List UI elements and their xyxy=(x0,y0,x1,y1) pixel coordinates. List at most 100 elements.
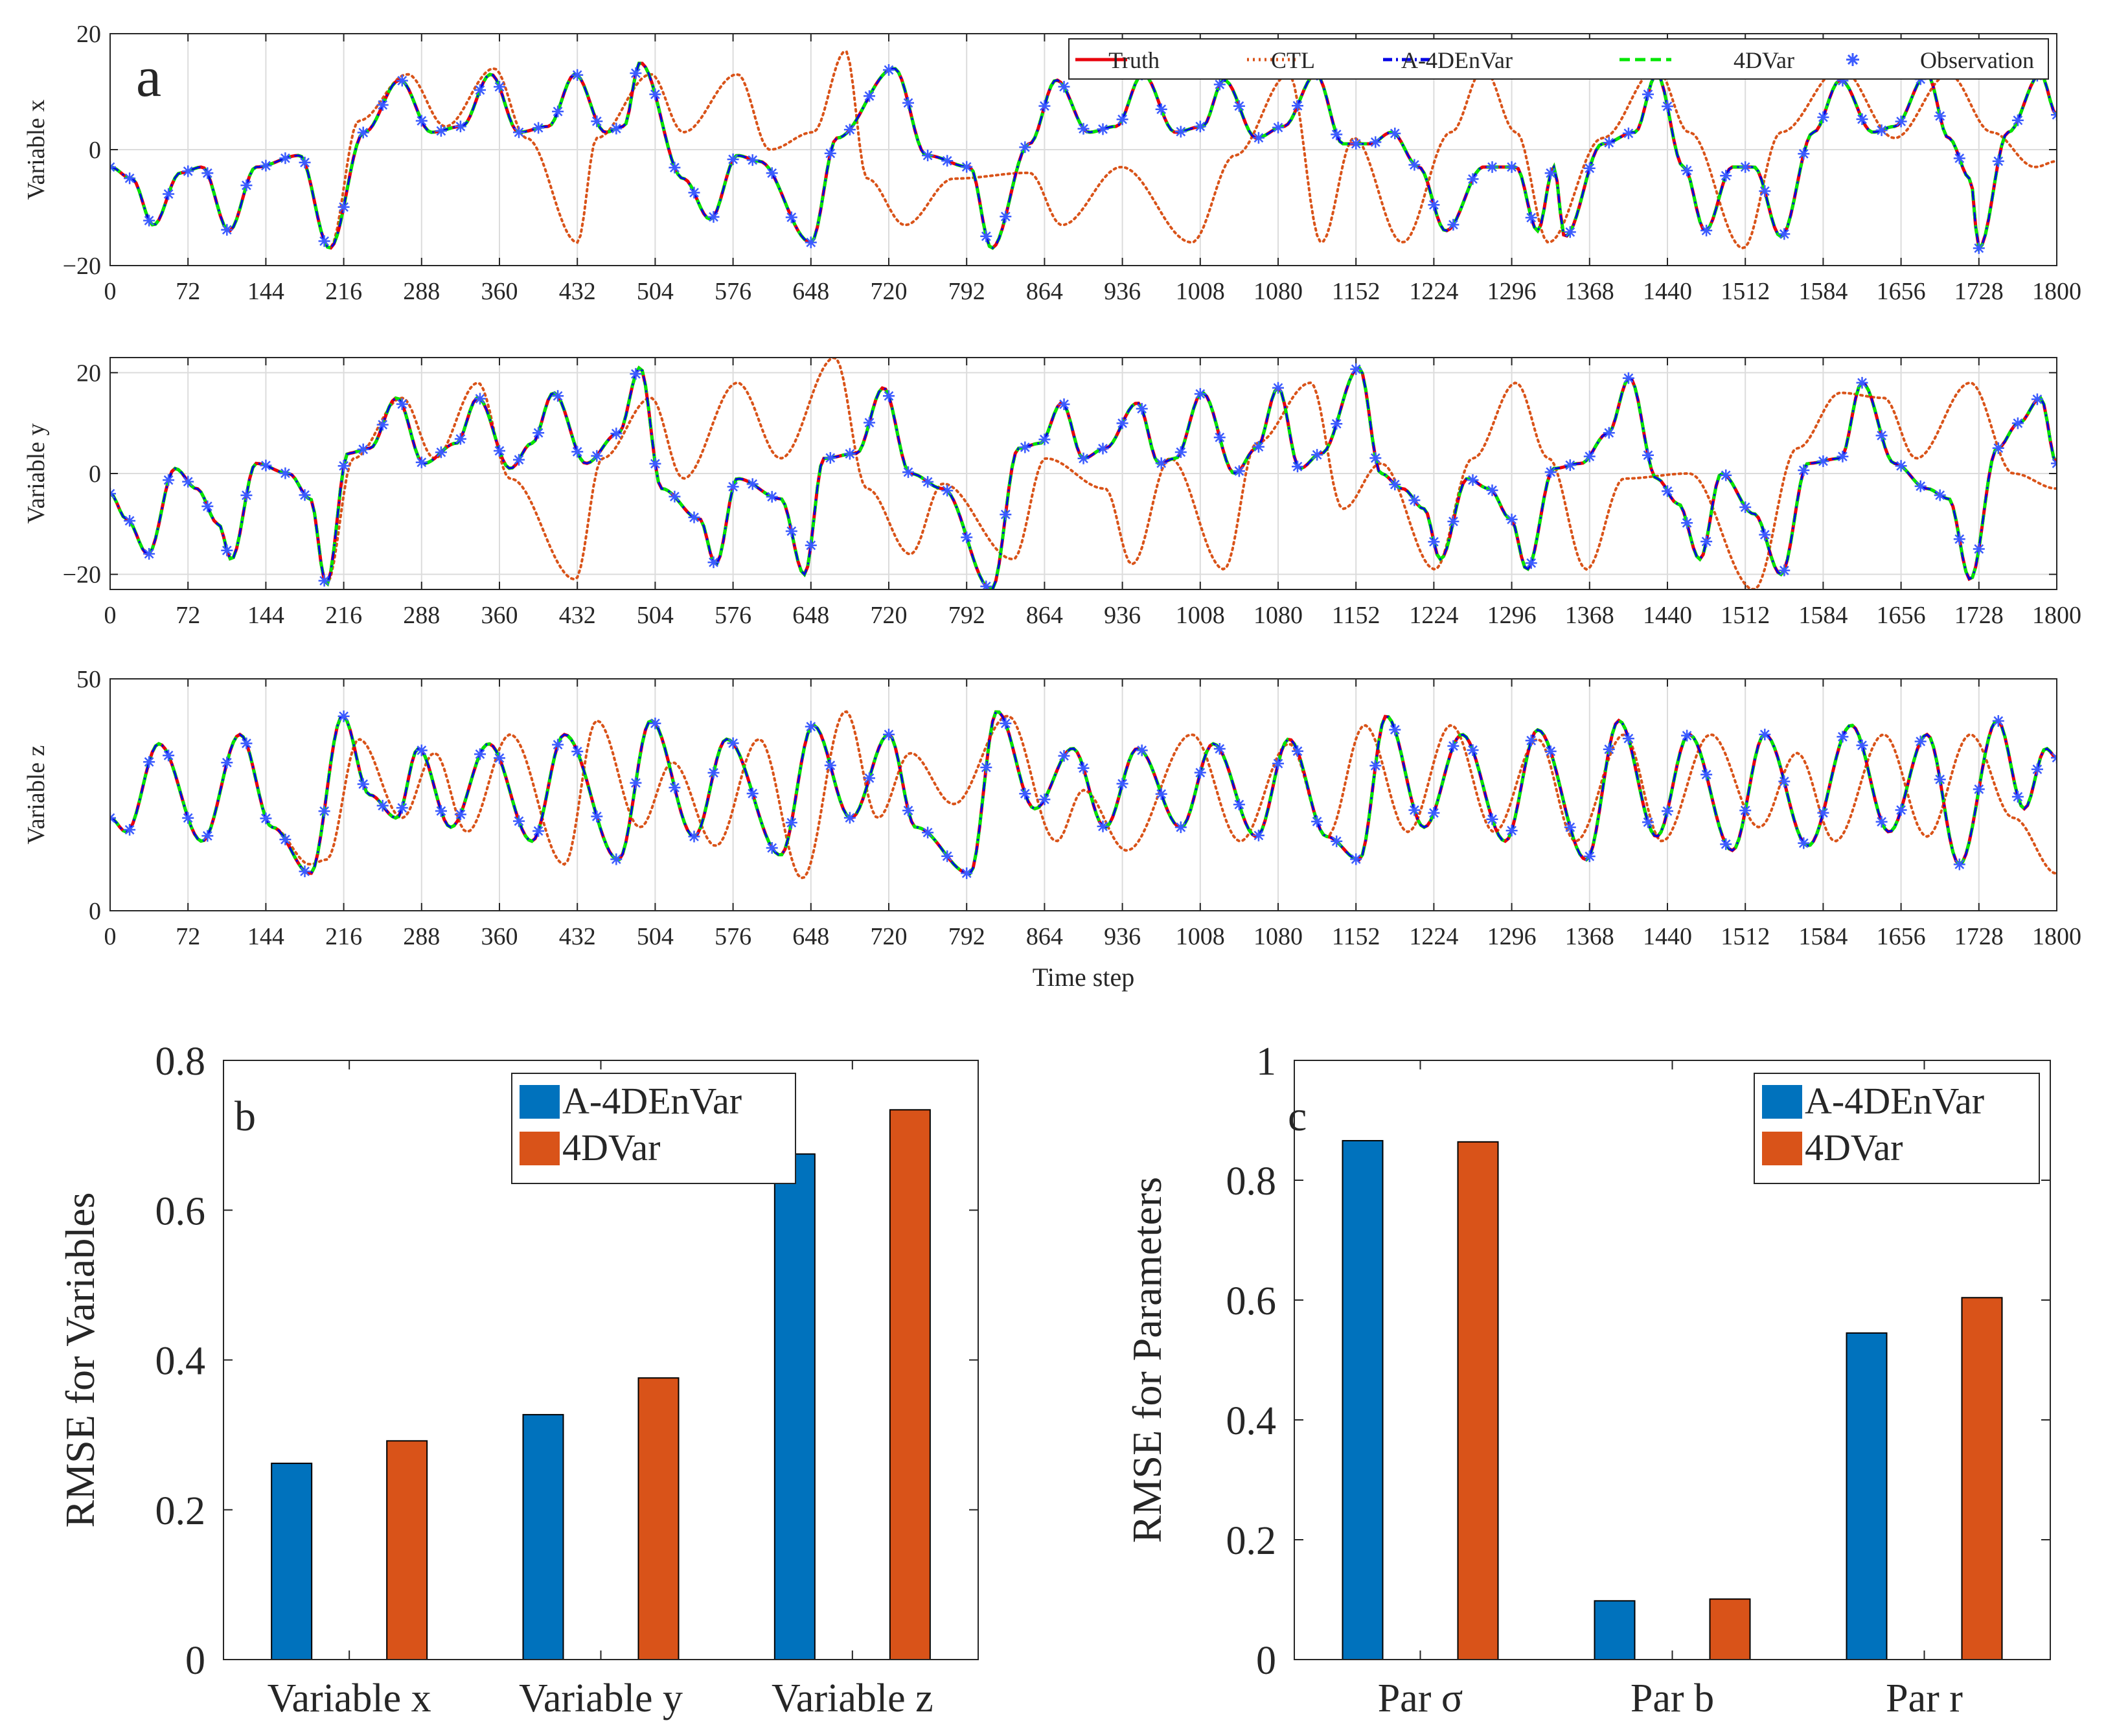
observation-point xyxy=(2051,751,2057,764)
y-tick-label: 0.8 xyxy=(1226,1159,1277,1204)
observation-stroke xyxy=(110,162,115,168)
x-tick-label: 1080 xyxy=(1253,278,1303,305)
observation-stroke xyxy=(475,749,485,759)
observation-point xyxy=(1700,536,1713,547)
observation-point xyxy=(1739,805,1752,817)
observation-stroke xyxy=(1098,821,1108,832)
observation-stroke xyxy=(261,161,271,171)
y-tick-label: 0.2 xyxy=(155,1489,206,1533)
observation-stroke xyxy=(1410,495,1419,505)
observation-stroke xyxy=(611,854,621,864)
observation-point xyxy=(1408,159,1421,171)
observation-stroke xyxy=(110,813,115,819)
observation-stroke xyxy=(1390,725,1400,735)
x-tick-label: 1584 xyxy=(1798,278,1848,305)
observation-point xyxy=(240,737,253,749)
observation-point xyxy=(1038,433,1051,446)
observation-point xyxy=(1953,533,1965,545)
axes-box xyxy=(109,678,2057,911)
observation-point xyxy=(2011,417,2024,429)
observation-stroke xyxy=(1117,418,1127,428)
bar-4dvar xyxy=(1961,1297,2003,1661)
observation-stroke xyxy=(1079,453,1088,464)
observation-stroke xyxy=(2013,115,2023,126)
observation-point xyxy=(1369,136,1382,148)
observation-stroke xyxy=(2032,394,2043,404)
observation-stroke xyxy=(1779,777,1789,786)
observation-point xyxy=(357,778,369,790)
observation-stroke xyxy=(611,428,621,439)
observation-stroke xyxy=(1370,760,1380,771)
observation-stroke xyxy=(300,490,310,500)
observation-point xyxy=(1700,224,1713,236)
observation-stroke xyxy=(1838,732,1848,742)
observation-point xyxy=(1233,100,1245,112)
axes-box xyxy=(109,33,2057,266)
observation-stroke xyxy=(864,91,875,101)
x-tick-label: 1800 xyxy=(2032,602,2081,629)
observation-stroke xyxy=(319,236,329,246)
observation-stroke xyxy=(709,768,718,778)
observation-stroke xyxy=(1351,139,1361,149)
observation-point xyxy=(299,489,311,501)
observation-stroke xyxy=(650,718,660,729)
observation-point xyxy=(1681,165,1693,177)
observation-point xyxy=(746,788,759,799)
y-tick-label: −20 xyxy=(63,253,101,280)
observation-stroke xyxy=(1623,733,1634,744)
observation-point xyxy=(260,459,272,472)
observation-point xyxy=(513,453,525,466)
observation-stroke xyxy=(942,155,952,166)
legend-label: CTL xyxy=(1271,47,1315,73)
observation-point xyxy=(649,88,661,100)
observation-stroke xyxy=(183,166,193,176)
observation-stroke xyxy=(455,809,466,819)
observation-stroke xyxy=(1273,759,1283,769)
observation-stroke xyxy=(475,394,485,404)
x-tick-label: 1728 xyxy=(1954,602,2004,629)
observation-point xyxy=(1603,137,1615,149)
observation-stroke xyxy=(1331,130,1342,139)
observation-point xyxy=(1447,516,1459,527)
observation-point xyxy=(1934,110,1946,122)
observation-point xyxy=(1953,858,1965,871)
observation-stroke xyxy=(1896,117,1906,126)
observation-stroke xyxy=(1604,137,1614,148)
observation-stroke xyxy=(689,188,699,198)
observation-point xyxy=(883,728,895,740)
x-tick-label: 144 xyxy=(247,602,284,629)
bar-a-4denvar xyxy=(773,1153,816,1660)
observation-stroke xyxy=(1370,453,1380,463)
x-tick-label: 1440 xyxy=(1643,602,1692,629)
observation-stroke xyxy=(1604,428,1614,438)
observation-point xyxy=(1525,735,1537,747)
observation-point xyxy=(669,781,681,794)
observation-stroke xyxy=(339,711,349,722)
observation-stroke xyxy=(1526,558,1537,568)
observation-stroke xyxy=(1818,112,1828,122)
legend-label: 4DVar xyxy=(562,1126,660,1169)
ctl-line xyxy=(110,710,2057,880)
observation-stroke xyxy=(670,163,680,173)
series-group xyxy=(110,710,2057,880)
observation-stroke xyxy=(845,813,855,823)
observation-stroke xyxy=(1331,836,1342,847)
observation-stroke xyxy=(1507,162,1517,172)
observation-point xyxy=(1233,799,1245,810)
observation-point xyxy=(163,188,175,200)
observation-point xyxy=(1505,825,1518,837)
observation-stroke xyxy=(1935,490,1945,500)
observation-point xyxy=(610,122,623,135)
plot-area xyxy=(110,679,2057,911)
observation-stroke xyxy=(709,212,718,222)
observation-point xyxy=(1292,100,1303,112)
observation-stroke xyxy=(1585,451,1595,461)
observation-point xyxy=(1642,449,1654,461)
observation-point xyxy=(279,467,292,479)
observation-point xyxy=(805,539,817,551)
x-tick-label: 1512 xyxy=(1721,923,1770,950)
observation-stroke xyxy=(242,738,251,748)
x-tick-label: 288 xyxy=(403,602,440,629)
panel-label: b xyxy=(235,1093,256,1140)
observation-stroke xyxy=(961,868,972,878)
